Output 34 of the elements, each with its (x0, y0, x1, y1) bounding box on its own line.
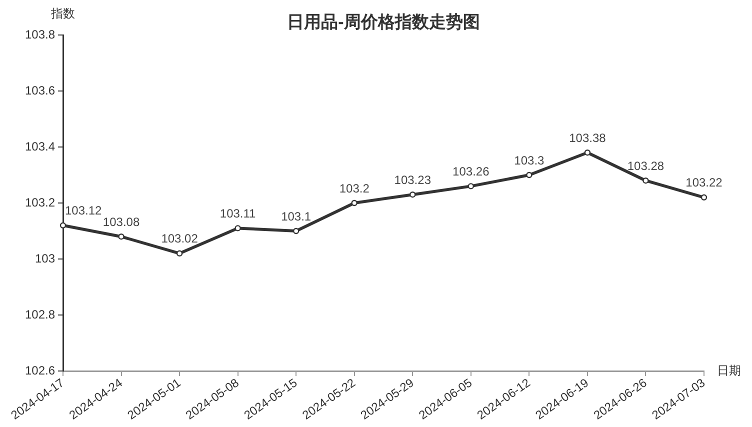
point (468, 183, 474, 190)
data-label: 103.12 (65, 204, 102, 218)
y-tick-label: 103.6 (24, 83, 56, 98)
y-tick-label: 103.2 (24, 195, 56, 210)
point (584, 150, 591, 156)
data-label: 103.23 (394, 172, 432, 187)
chart-title: 日用品-周价格指数走势图 (287, 12, 480, 32)
point (118, 234, 124, 240)
y-tick-label: 103.8 (24, 27, 56, 42)
point (234, 225, 241, 232)
point (410, 192, 416, 198)
point (292, 228, 300, 234)
y-tick-label: 103 (34, 251, 56, 266)
point (60, 222, 66, 228)
data-label: 103.3 (514, 153, 545, 168)
point (642, 178, 649, 184)
x-axis-title: 日期 (717, 363, 741, 378)
data-label: 103.38 (569, 130, 606, 145)
point (526, 172, 532, 178)
point (700, 194, 708, 200)
y-tick-label: 103.4 (24, 139, 56, 154)
data-label: 103.11 (220, 206, 256, 221)
data-label: 103.28 (627, 158, 664, 173)
data-label: 103.1 (281, 209, 312, 224)
point (176, 250, 183, 256)
y-tick-label: 102.8 (24, 307, 56, 322)
data-label: 103.22 (686, 176, 723, 190)
y-tick-label: 102.6 (24, 363, 56, 378)
point (351, 200, 358, 206)
data-label: 103.08 (102, 214, 140, 229)
data-label: 103.26 (452, 164, 490, 179)
data-label: 103.02 (161, 232, 198, 246)
y-axis-title: 指数 (50, 6, 75, 20)
data-label: 103.2 (339, 181, 370, 196)
